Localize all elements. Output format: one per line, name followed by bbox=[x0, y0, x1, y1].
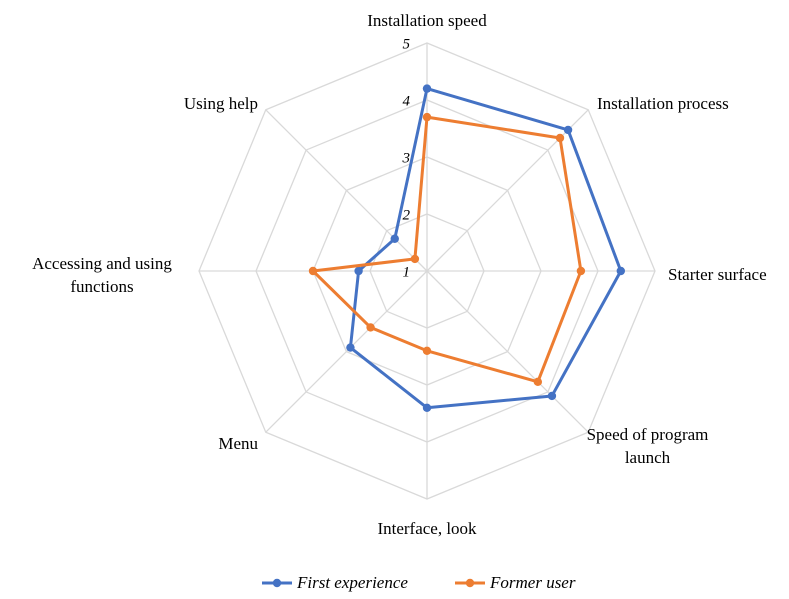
marker bbox=[563, 125, 573, 135]
category-label: Speed of program launch bbox=[586, 425, 709, 467]
marker bbox=[616, 266, 625, 276]
category-label: Installation process bbox=[597, 94, 729, 113]
category-label: Accessing and using functions bbox=[32, 254, 172, 296]
tick-label: 2 bbox=[403, 207, 411, 223]
series-line bbox=[348, 87, 623, 410]
marker bbox=[422, 346, 432, 355]
marker bbox=[422, 403, 432, 412]
spoke bbox=[265, 270, 428, 433]
marker bbox=[346, 343, 355, 352]
marker bbox=[576, 266, 586, 276]
spoke bbox=[426, 270, 589, 433]
marker bbox=[422, 112, 432, 122]
legend-label: First experience bbox=[296, 573, 408, 592]
category-label: Installation speed bbox=[367, 11, 487, 30]
category-label: Interface, look bbox=[377, 519, 477, 538]
legend-marker bbox=[272, 578, 282, 588]
legend-item: Former user bbox=[455, 573, 576, 592]
marker bbox=[354, 266, 363, 276]
legend-marker bbox=[465, 578, 475, 588]
tick-label: 5 bbox=[403, 36, 411, 52]
tick-label: 3 bbox=[402, 150, 411, 166]
category-label: Starter surface bbox=[668, 265, 767, 284]
marker bbox=[390, 234, 399, 243]
marker bbox=[410, 254, 420, 264]
spoke bbox=[265, 109, 428, 272]
marker bbox=[422, 84, 432, 93]
marker bbox=[366, 323, 375, 332]
marker bbox=[547, 391, 557, 401]
marker bbox=[555, 133, 565, 143]
marker bbox=[533, 377, 543, 387]
legend-item: First experience bbox=[262, 573, 408, 592]
legend-label: Former user bbox=[489, 573, 576, 592]
category-label: Menu bbox=[218, 434, 258, 453]
tick-label: 4 bbox=[403, 93, 411, 109]
marker bbox=[308, 266, 318, 276]
category-label: Using help bbox=[183, 94, 258, 113]
tick-label: 1 bbox=[403, 264, 411, 280]
